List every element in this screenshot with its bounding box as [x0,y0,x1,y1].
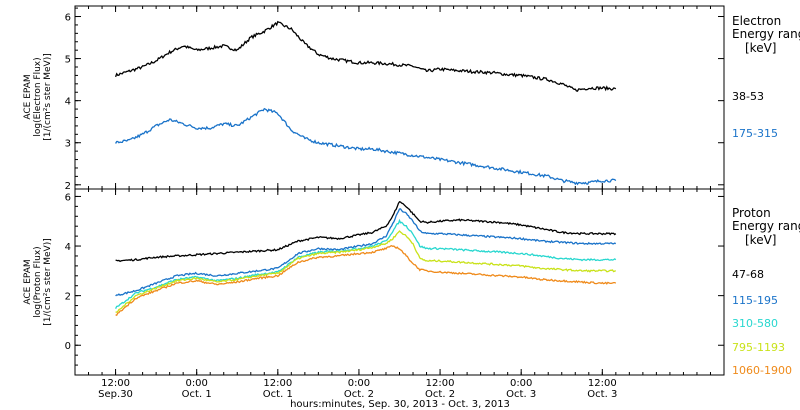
electron-ylabel: ACE EPAM log(Electron Flux) [1/(cm²s ste… [23,53,53,140]
proton-legend-title-2: Energy ranges [732,219,800,233]
electron-legend-unit: [keV] [745,41,776,55]
x-tick-date: Oct. 2 [344,389,374,400]
y-tick-label: 4 [65,97,71,108]
y-tick-label: 2 [65,292,71,303]
x-tick-date: Oct. 3 [587,389,617,400]
x-tick-time: 12:00 [101,378,130,389]
x-tick-time: 12:00 [263,378,292,389]
y-tick-label: 6 [65,13,71,24]
series-115-195 [115,208,617,297]
series-795-1193 [115,230,616,313]
series-line [114,20,617,92]
proton-ylabel: ACE EPAM log(Proton Flux) [1/(cm²s ster … [23,238,53,325]
series-line [115,230,616,313]
proton-ylabel-line3: [1/(cm²s ster MeV)] [43,238,53,325]
series-line [115,107,617,186]
proton-ylabel-line2: log(Proton Flux) [33,246,43,317]
series-38-53 [114,20,617,92]
x-tick-date: Oct. 3 [506,389,536,400]
axis-ticks [74,6,725,375]
legend-label-310-580: 310-580 [732,317,778,330]
y-tick-label: 5 [65,55,71,66]
x-tick-time: 12:00 [426,378,455,389]
proton-legend-title-1: Proton [732,206,771,220]
series-47-68 [115,201,617,263]
legend-label-115-195: 115-195 [732,294,778,307]
y-tick-label: 6 [65,192,71,203]
series-line [115,208,617,297]
x-axis-label: hours:minutes, Sep. 30, 2013 - Oct. 3, 2… [290,399,510,410]
electron-ylabel-line3: [1/(cm²s ster MeV)] [43,53,53,140]
x-tick-time: 0:00 [510,378,532,389]
y-tick-label: 4 [65,242,71,253]
proton-legend-unit: [keV] [745,233,776,247]
x-tick-time: 12:00 [588,378,617,389]
legend-label-175-315: 175-315 [732,127,778,140]
x-tick-date: Oct. 1 [263,389,293,400]
series-line [115,244,617,316]
legend-label-1060-1900: 1060-1900 [732,364,792,377]
y-tick-label: 2 [65,181,71,192]
x-tick-date: Oct. 1 [182,389,212,400]
y-tick-label: 3 [65,139,71,150]
series-layer [114,20,617,316]
series-line [115,201,617,263]
legend-label-795-1193: 795-1193 [732,341,785,354]
electron-ylabel-line2: log(Electron Flux) [33,57,43,136]
y-tick-label: 0 [65,341,71,352]
text-layer: 2 3 4 5 6 38-53 175-315 0 2 4 6 47-68 115-195 310-580… [65,13,792,400]
electron-panel-frame [74,5,725,190]
proton-ylabel-line1: ACE EPAM [23,259,33,304]
series-175-315 [115,107,617,186]
electron-ylabel-line1: ACE EPAM [23,74,33,119]
x-tick-time: 0:00 [185,378,207,389]
series-1060-1900 [115,244,617,316]
legend-label-47-68: 47-68 [732,268,764,281]
x-tick-date: Sep.30 [98,389,133,400]
electron-legend-title-1: Electron [732,14,781,28]
x-tick-date: Oct. 2 [425,389,455,400]
legend-label-38-53: 38-53 [732,90,764,103]
x-tick-time: 0:00 [348,378,370,389]
electron-legend-title-2: Energy ranges [732,27,800,41]
